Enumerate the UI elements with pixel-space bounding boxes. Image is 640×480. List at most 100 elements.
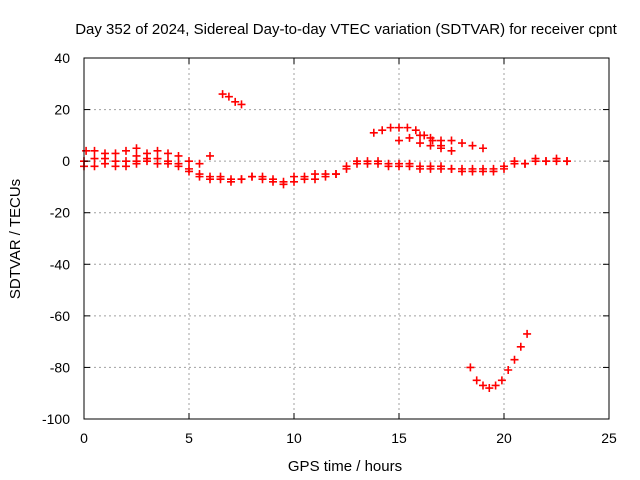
data-point (174, 151, 183, 160)
data-point (468, 141, 477, 150)
data-point (195, 159, 204, 168)
data-point (447, 136, 456, 145)
data-point (516, 342, 525, 351)
data-point (491, 381, 500, 390)
data-point (552, 157, 561, 166)
data-point (290, 177, 298, 186)
grid-lines (84, 58, 609, 419)
data-point (403, 123, 412, 132)
data-point (437, 164, 445, 173)
data-point (416, 164, 424, 173)
data-point (374, 159, 382, 168)
series-arc-near-7h (218, 90, 246, 109)
data-point (248, 172, 256, 181)
data-point (426, 164, 435, 173)
data-point (111, 162, 120, 171)
data-point (497, 376, 506, 385)
x-tick-label: 10 (286, 430, 302, 446)
data-point (479, 144, 487, 153)
data-point (523, 329, 532, 338)
series-arc-mid-c (416, 139, 456, 155)
data-point (122, 146, 130, 155)
y-tick-label: -60 (50, 308, 70, 324)
data-point (411, 126, 420, 135)
data-point (279, 180, 288, 189)
data-point (342, 164, 351, 173)
data-point (500, 164, 508, 173)
data-point (185, 167, 193, 176)
data-point (384, 162, 393, 171)
y-tick-label: 0 (62, 153, 70, 169)
data-point (195, 172, 204, 181)
data-point (405, 162, 414, 171)
data-point (143, 157, 151, 166)
x-tick-label: 15 (391, 430, 407, 446)
y-tick-label: 20 (54, 102, 70, 118)
data-point (206, 175, 214, 184)
data-point (395, 162, 403, 171)
y-axis-label: SDTVAR / TECUs (7, 179, 24, 299)
data-point (426, 133, 435, 142)
data-point (300, 175, 309, 184)
data-point (479, 167, 487, 176)
data-point (90, 162, 99, 171)
data-point (479, 381, 487, 390)
data-point (416, 131, 424, 140)
plot-frame (83, 57, 610, 420)
data-point (164, 159, 172, 168)
data-point (363, 159, 372, 168)
y-tick-label: 40 (54, 50, 70, 66)
data-point (132, 159, 141, 168)
data-point (405, 133, 414, 142)
data-point (395, 123, 403, 132)
data-point (164, 149, 172, 158)
data-point (321, 172, 330, 181)
data-point (542, 157, 550, 166)
data-point (237, 175, 246, 184)
data-point (468, 167, 477, 176)
series-main-band-a (80, 154, 571, 186)
series-early-arc-2 (132, 146, 214, 168)
series-arc-mid-b (395, 131, 487, 153)
data-point (311, 175, 319, 184)
data-point (227, 177, 235, 186)
data-point (185, 157, 193, 166)
y-tick-label: -80 (50, 359, 70, 375)
data-point (437, 136, 445, 145)
data-point (510, 159, 519, 168)
data-point (426, 141, 435, 150)
data-point (332, 170, 340, 179)
data-point (231, 97, 240, 106)
y-tick-label: -20 (50, 205, 70, 221)
data-point (416, 139, 424, 148)
data-point (90, 154, 99, 163)
y-tick-label: -100 (42, 411, 70, 427)
data-point (101, 149, 109, 158)
data-point (563, 157, 571, 166)
data-point (378, 126, 387, 135)
data-point (353, 159, 361, 168)
data-point (101, 159, 109, 168)
data-point (82, 146, 91, 155)
x-tick-label: 0 (80, 430, 88, 446)
data-point (458, 139, 466, 148)
data-point (447, 164, 456, 173)
data-point (466, 363, 475, 372)
data-series (80, 90, 571, 393)
data-point (122, 162, 130, 171)
chart-title: Day 352 of 2024, Sidereal Day-to-day VTE… (75, 21, 617, 38)
data-point (90, 146, 99, 155)
data-point (153, 146, 162, 155)
data-point (472, 376, 481, 385)
data-point (489, 167, 498, 176)
series-early-arc-1 (82, 144, 141, 158)
data-point (458, 167, 466, 176)
series-main-band-b (80, 157, 571, 189)
data-point (395, 136, 403, 145)
data-point (521, 159, 529, 168)
data-point (531, 157, 540, 166)
data-point (218, 90, 227, 99)
data-point (224, 92, 233, 101)
data-point (237, 100, 246, 109)
